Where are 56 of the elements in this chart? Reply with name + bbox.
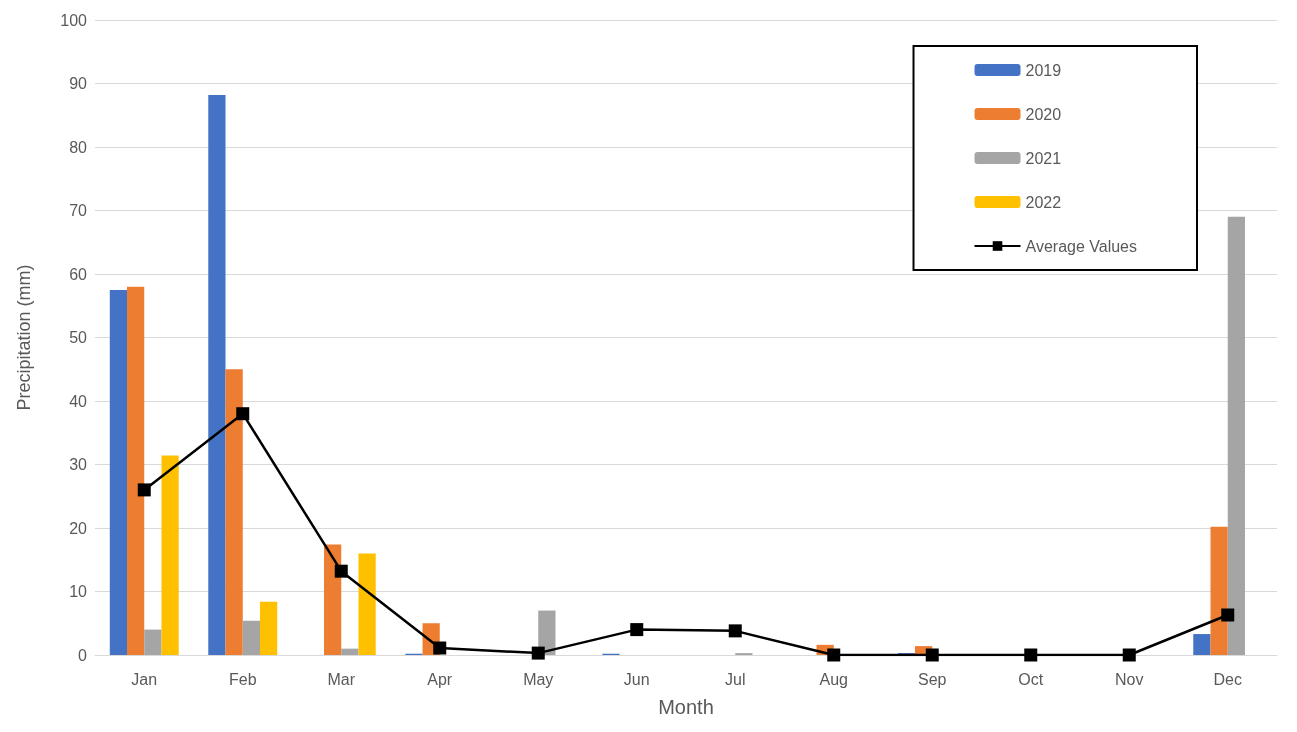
point [1122,648,1136,662]
point [334,564,348,578]
point [925,648,939,662]
legend-label: 2021 [1025,149,1062,167]
y-tick-label: 60 [69,265,88,283]
point [728,624,742,638]
bar [225,369,243,655]
x-tick-label: Jan [131,670,158,688]
x-tick-label: Jul [725,670,746,688]
bar [109,289,128,655]
x-tick-label: Jun [623,670,650,688]
y-tick-label: 20 [69,519,88,537]
bar [341,648,359,655]
bar [259,601,278,655]
point [137,483,151,497]
x-tick-label: Feb [228,670,257,688]
legend-label: 2020 [1025,105,1062,123]
point [433,641,447,655]
x-axis-title: Month [658,696,714,718]
x-tick-label: Aug [819,670,848,688]
point [827,648,841,662]
x-tick-label: May [523,670,554,688]
point [236,407,250,421]
y-tick-label: 0 [78,646,88,664]
bar [208,94,226,655]
x-tick-label: Sep [918,670,947,688]
x-tick-label: Apr [427,670,453,688]
y-tick-label: 90 [69,75,88,92]
bar [358,553,376,655]
point [630,623,644,637]
bar [1193,634,1211,655]
y-tick-label: 80 [69,138,88,156]
bar [144,629,162,655]
x-tick-label: Oct [1018,670,1044,688]
legend-label: 2019 [1025,61,1062,79]
point [531,646,545,660]
y-tick-label: 40 [69,392,88,410]
x-tick-label: Nov [1115,670,1144,688]
bar [242,620,260,655]
bar [127,286,145,655]
bar [161,455,179,655]
y-tick-label: 10 [69,583,88,600]
x-tick-label: Mar [327,670,356,688]
y-tick-label: 30 [69,456,88,473]
y-tick-label: 70 [69,202,88,219]
legend-label: 2022 [1025,193,1062,211]
x-tick-label: Dec [1213,670,1242,688]
point [1221,608,1235,622]
y-tick-label: 50 [69,329,88,346]
bar [324,544,342,655]
y-axis-title: Precipitation (mm) [14,264,34,411]
y-tick-label: 100 [60,11,88,29]
bar [1227,216,1245,655]
legend-label: Average Values [1025,237,1137,255]
bar [1210,526,1228,655]
point [1024,648,1038,662]
